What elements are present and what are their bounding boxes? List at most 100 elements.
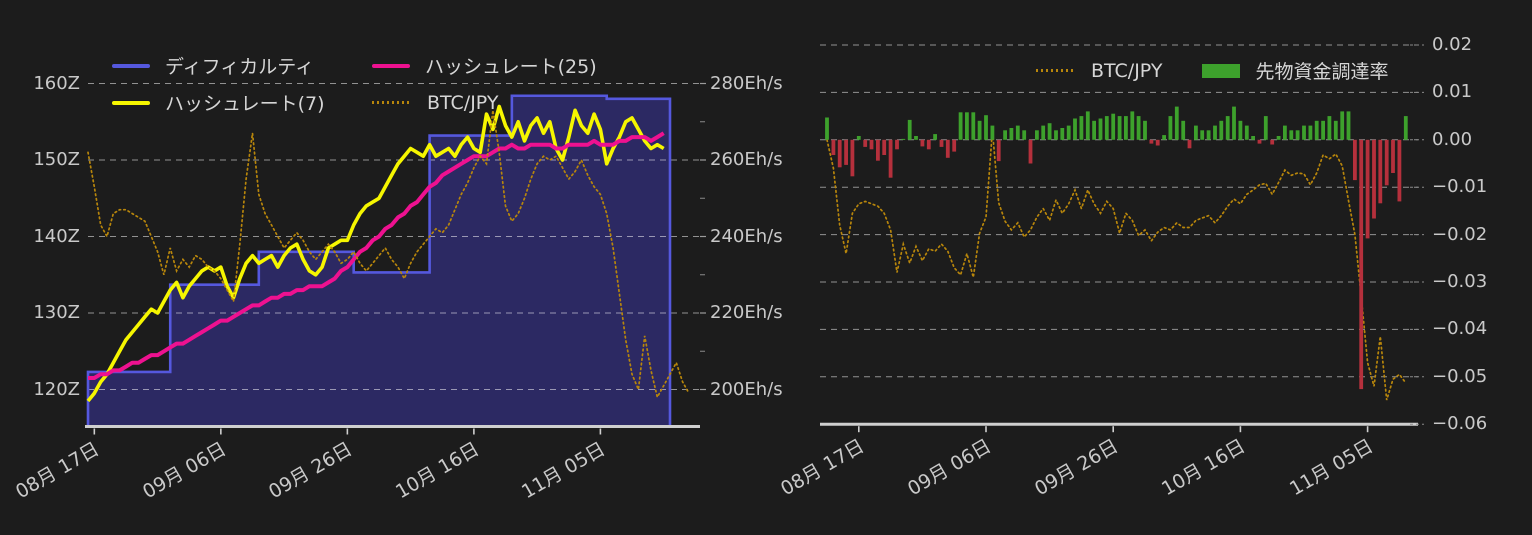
funding-rate-bar	[1200, 130, 1205, 140]
funding-rate-bar	[945, 139, 950, 158]
funding-rate-bar	[926, 139, 931, 150]
funding-rate-bar	[869, 139, 874, 150]
legend-item-difficulty: ディフィカルティ	[112, 52, 372, 79]
funding-rate-bar	[1257, 139, 1262, 144]
funding-rate-bar	[1041, 125, 1046, 140]
funding-rate-bar	[1143, 120, 1147, 140]
difficulty-area	[88, 95, 670, 427]
funding-rate-bar	[1155, 139, 1160, 146]
funding-rate-bar	[1365, 139, 1370, 239]
funding-rate-bar	[1124, 116, 1128, 140]
btcjpy-dotted-swatch	[372, 101, 412, 104]
legend-item-btcjpy-right: BTC/JPY	[1036, 57, 1162, 84]
funding-rate-bar	[1015, 125, 1020, 140]
funding-rate-bar	[1397, 139, 1402, 202]
funding-rate-bar	[1111, 113, 1116, 140]
funding-rate-bar	[1098, 118, 1103, 140]
funding-rate-bar	[1206, 130, 1211, 140]
funding-rate-bar	[1060, 128, 1065, 140]
funding-rate-bar	[1194, 125, 1198, 140]
funding-rate-bar	[920, 139, 925, 147]
funding-rate-bar	[1168, 116, 1173, 140]
chart-right	[820, 44, 1424, 433]
funding-rate-bar	[1302, 125, 1306, 140]
hashrate25-line-swatch	[372, 63, 410, 68]
funding-rate-bar	[1403, 116, 1408, 140]
funding-rate-bar	[996, 139, 1001, 162]
funding-rate-bar	[971, 112, 976, 140]
funding-rate-bar	[1149, 139, 1154, 144]
funding-rate-bar	[1174, 106, 1179, 140]
difficulty-line-swatch	[112, 63, 150, 68]
funding-rate-bar	[1333, 120, 1338, 140]
funding-rate-bar	[1104, 116, 1109, 140]
funding-rate-bar	[1283, 125, 1287, 140]
funding-rate-bar	[1238, 120, 1243, 140]
funding-rate-bar	[1073, 118, 1077, 140]
funding-rate-bar	[1251, 136, 1255, 140]
funding-rate-bar	[933, 134, 937, 140]
funding-rate-rect-swatch	[1202, 63, 1241, 78]
funding-rate-bar	[876, 139, 880, 161]
funding-rate-bar	[1162, 135, 1166, 140]
legend-label-hashrate7: ハッシュレート(7)	[165, 93, 325, 115]
legend-item-hashrate25: ハッシュレート(25)	[372, 52, 597, 79]
funding-rate-bar	[1079, 116, 1084, 140]
funding-rate-bar	[1359, 139, 1364, 390]
difficulty-step-line	[86, 94, 672, 427]
funding-rate-bar	[939, 139, 944, 147]
funding-rate-bar	[952, 139, 957, 152]
funding-rate-bar	[1327, 116, 1332, 140]
funding-rate-bar	[1372, 139, 1376, 219]
funding-rate-bar	[895, 139, 899, 150]
funding-rate-bar	[1276, 136, 1281, 140]
funding-rate-bar	[856, 136, 861, 140]
funding-rate-bar	[1181, 120, 1186, 140]
btcjpy-line-left	[87, 110, 690, 400]
hashrate7-line-swatch	[112, 100, 150, 105]
funding-rate-bar	[984, 115, 988, 140]
funding-rate-bar	[901, 138, 906, 140]
funding-rate-bar	[1378, 139, 1383, 204]
legend-label-btcjpy-left: BTC/JPY	[427, 91, 499, 114]
funding-rate-bar	[1346, 111, 1351, 140]
funding-rate-bar	[1353, 139, 1357, 181]
legend-label-difficulty: ディフィカルティ	[165, 56, 315, 78]
funding-rate-bar	[1295, 130, 1300, 140]
funding-rate-bar	[1117, 116, 1122, 140]
funding-rate-bar	[1244, 125, 1249, 140]
funding-rate-bar	[825, 117, 829, 140]
funding-rate-bar	[1187, 139, 1192, 149]
funding-rate-bar	[1085, 111, 1090, 140]
funding-rate-bar	[1130, 111, 1135, 140]
hashrate7-line	[86, 104, 665, 403]
funding-rate-bar	[907, 119, 912, 140]
funding-rate-bar	[965, 112, 969, 140]
funding-rate-bar	[831, 139, 836, 155]
funding-rate-bar	[882, 139, 887, 155]
legend-label-funding-rate: 先物資金調達率	[1255, 61, 1389, 83]
legend-item-btcjpy-left: BTC/JPY	[372, 89, 597, 116]
legend-item-funding-rate: 先物資金調達率	[1202, 57, 1388, 84]
funding-rate-bar	[1340, 111, 1345, 140]
funding-rate-bar	[1289, 130, 1294, 140]
funding-rate-bar	[990, 125, 995, 140]
funding-rate-bar	[1028, 139, 1033, 164]
chart-right-legend: BTC/JPY 先物資金調達率	[1036, 57, 1388, 84]
funding-rate-bar	[850, 139, 855, 177]
funding-rate-bar	[958, 112, 963, 140]
chart-left-legend: ディフィカルティ ハッシュレート(25) ハッシュレート(7) BTC/JPY	[112, 52, 597, 116]
funding-rate-bar	[1232, 106, 1236, 140]
funding-rate-bar	[1384, 139, 1389, 186]
chart-left	[85, 82, 706, 435]
funding-rate-bar	[837, 139, 842, 168]
funding-rate-bar	[914, 136, 918, 140]
funding-rate-bar	[1003, 130, 1007, 140]
funding-rate-bar	[1047, 123, 1052, 140]
funding-rate-bar	[1066, 125, 1071, 140]
funding-rate-bar	[1035, 130, 1039, 140]
funding-rate-bar	[1219, 120, 1224, 140]
btcjpy-line-right	[826, 130, 1407, 401]
